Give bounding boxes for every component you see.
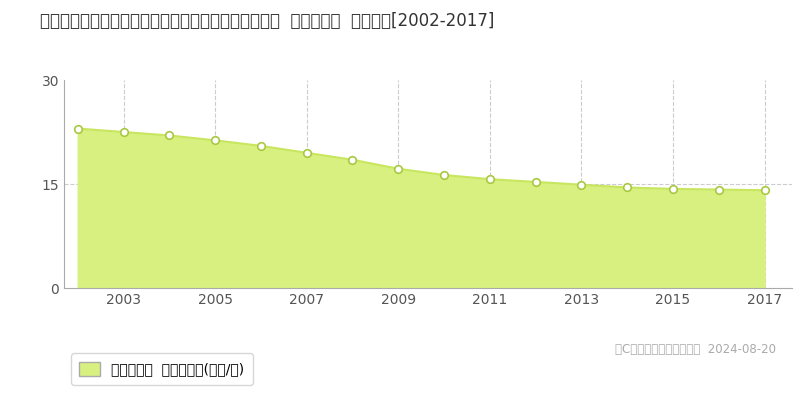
Point (529, 179, 542, 185)
Point (300, 150, 313, 156)
Point (575, 182, 588, 188)
Point (392, 166, 405, 172)
Point (758, 187, 771, 194)
Legend: 基準地価格  平均坪単価(万円/坪): 基準地価格 平均坪単価(万円/坪) (71, 353, 253, 385)
Point (254, 143, 267, 149)
Text: 和歌山県日高郡日高町大字萩原字西前田８７３番３内  基準地価格  地価推移[2002-2017]: 和歌山県日高郡日高町大字萩原字西前田８７３番３内 基準地価格 地価推移[2002… (40, 12, 494, 30)
Point (666, 186, 679, 192)
Point (346, 156, 359, 163)
Point (163, 132, 176, 139)
Point (117, 129, 130, 135)
Text: （C）土地価格ドットコム  2024-08-20: （C）土地価格ドットコム 2024-08-20 (615, 343, 776, 356)
Point (483, 176, 496, 182)
Point (209, 137, 222, 144)
Point (71, 125, 84, 132)
Point (438, 172, 450, 178)
Point (621, 184, 634, 191)
Point (712, 186, 725, 193)
